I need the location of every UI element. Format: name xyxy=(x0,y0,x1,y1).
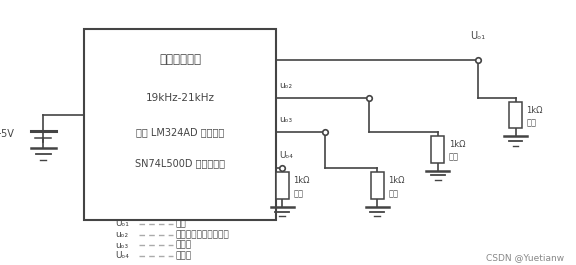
Text: 1kΩ: 1kΩ xyxy=(388,176,405,186)
Bar xyxy=(431,136,444,163)
Text: uₒ₃: uₒ₃ xyxy=(279,115,293,124)
Text: uₒ₂: uₒ₂ xyxy=(279,81,293,90)
Text: 19kHz-21kHz: 19kHz-21kHz xyxy=(146,93,214,103)
Text: 负载: 负载 xyxy=(449,153,458,162)
Text: 1kΩ: 1kΩ xyxy=(449,140,465,149)
Text: 1kΩ: 1kΩ xyxy=(293,176,310,186)
Text: 正弦波: 正弦波 xyxy=(176,241,192,250)
Text: 方波: 方波 xyxy=(176,219,187,228)
Text: （含 LM324AD 四运放，: （含 LM324AD 四运放， xyxy=(136,127,224,137)
Text: Uₒ₄: Uₒ₄ xyxy=(279,152,293,161)
Text: 1kΩ: 1kΩ xyxy=(526,106,543,115)
Text: uₒ₃: uₒ₃ xyxy=(115,241,128,250)
Text: SN74L500D 四与非门）: SN74L500D 四与非门） xyxy=(135,158,225,168)
Text: +5V: +5V xyxy=(0,129,14,139)
Text: Uₒ₁: Uₒ₁ xyxy=(115,219,129,228)
Bar xyxy=(84,29,276,220)
Text: 负载: 负载 xyxy=(388,189,398,198)
Text: 占空比连续可调窄脉冲: 占空比连续可调窄脉冲 xyxy=(176,230,229,239)
Text: 余弦波: 余弦波 xyxy=(176,251,192,260)
Bar xyxy=(371,173,384,199)
Text: 多信号发生器: 多信号发生器 xyxy=(159,53,201,66)
Bar xyxy=(276,173,289,199)
Text: 负载: 负载 xyxy=(293,189,303,198)
Bar xyxy=(509,102,522,128)
Text: Uₒ₁: Uₒ₁ xyxy=(471,31,486,41)
Text: uₒ₂: uₒ₂ xyxy=(115,230,128,239)
Text: 负载: 负载 xyxy=(526,118,536,127)
Text: CSDN @Yuetianw: CSDN @Yuetianw xyxy=(486,253,564,262)
Text: Uₒ₄: Uₒ₄ xyxy=(115,251,129,260)
